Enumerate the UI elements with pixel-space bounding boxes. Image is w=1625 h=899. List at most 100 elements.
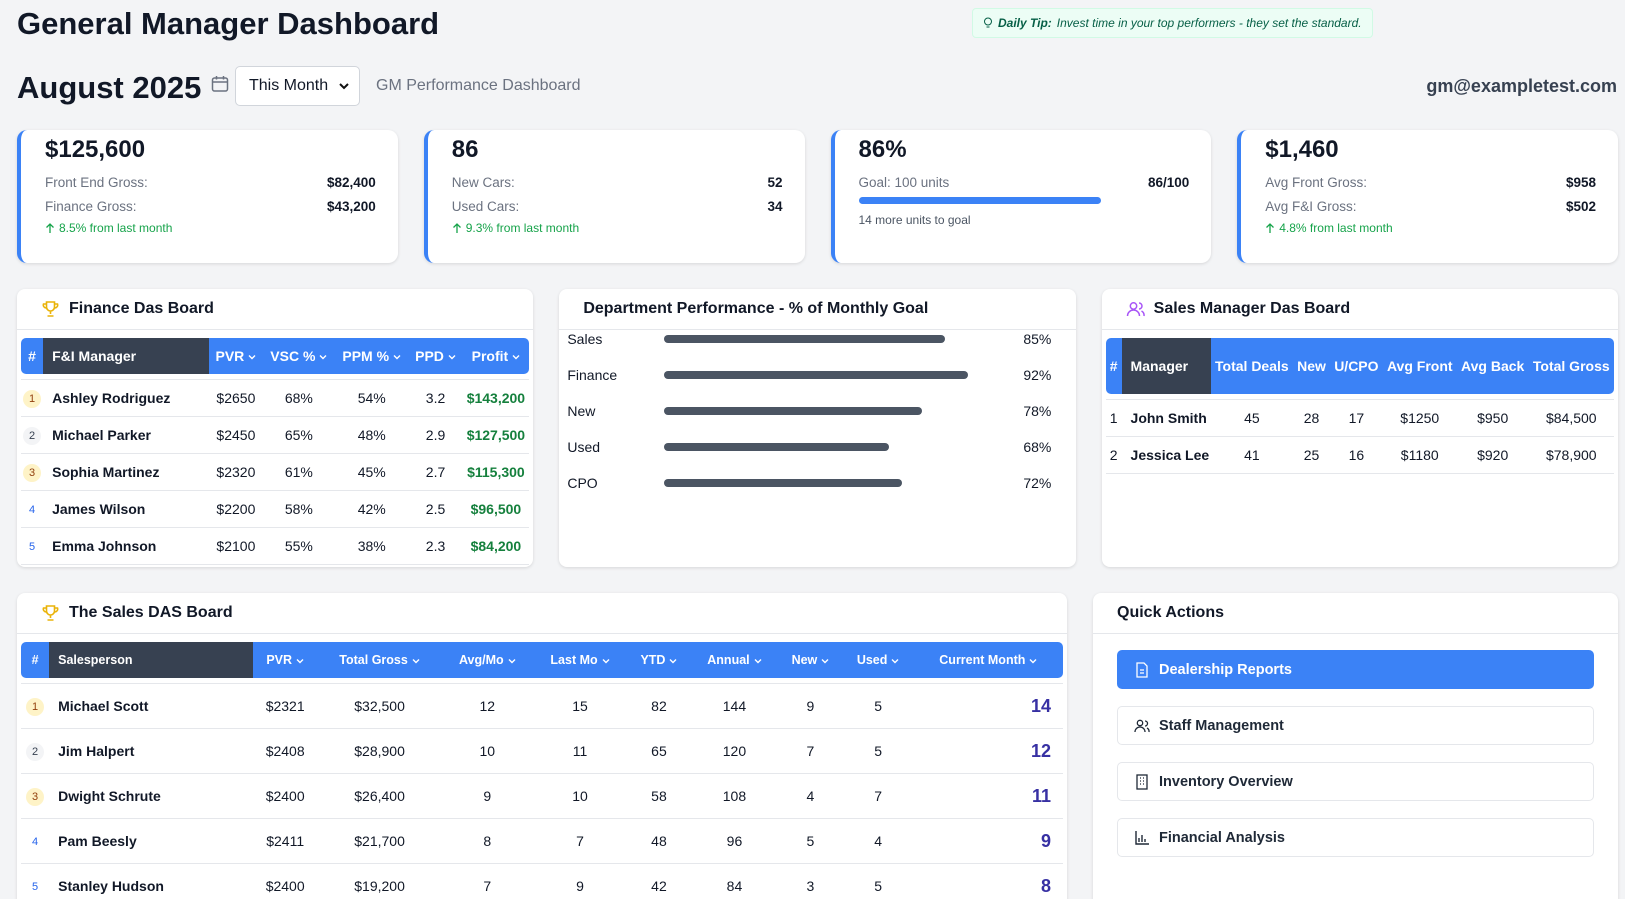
column-header[interactable]: Total Gross [1528,338,1614,394]
value-cell: 2.7 [408,454,463,491]
bar-row: New 78% [559,393,1075,429]
column-header[interactable]: Avg/Mo [441,642,533,678]
column-header[interactable]: Avg Front [1382,338,1457,394]
column-header: Manager [1121,338,1211,394]
value-cell: 54% [334,380,409,417]
column-header[interactable]: Last Mo [532,642,628,678]
value-cell: 7 [532,819,628,864]
value-cell: 45% [334,454,409,491]
period-select[interactable]: This Month [235,66,360,106]
user-email[interactable]: gm@exampletest.com [1426,76,1617,96]
column-header[interactable]: Annual [690,642,779,678]
rank-cell: 1 [21,684,50,729]
table-row: 3 Dwight Schrute $2400 $26,400 9 10 58 108 4 7 11 [21,774,1063,819]
trend-arrow [46,222,54,233]
value-cell: 28 [1292,400,1331,437]
value-cell: 7 [778,729,843,774]
column-label: VSC % [270,348,316,364]
panel-title: Finance Das Board [69,300,214,317]
column-header[interactable]: VSC % [262,338,335,374]
column-header[interactable]: Total Deals [1210,338,1293,394]
department-performance: Department Performance - % of Monthly Go… [559,289,1076,567]
value-cell: $115,300 [462,454,530,491]
value-cell: $2400 [253,774,318,819]
action-label: Staff Management [1159,717,1284,734]
rank-cell: 5 [21,864,49,899]
period-value: This Month [249,77,329,94]
name-cell: Dwight Schrute [49,774,254,819]
column-label: YTD [640,653,666,667]
rank-badge: 5 [28,540,36,553]
trophy-icon [42,301,59,317]
goal-note: 14 more units to goal [858,213,971,227]
kpi-row-label: Front End Gross: [45,174,148,190]
value-cell: $2411 [253,819,318,864]
kpi-row-label: Finance Gross: [45,198,137,214]
column-header[interactable]: YTD [627,642,691,678]
column-header[interactable]: PVR [208,338,263,374]
value-cell: $1180 [1382,437,1457,474]
spacer [1105,394,1614,400]
column-label: PVR [266,653,293,667]
sort-chevron [248,355,256,360]
column-header[interactable]: U/CPO [1330,338,1383,394]
panel-title: Department Performance - % of Monthly Go… [583,300,929,317]
name-cell: Ashley Rodriguez [43,380,209,417]
column-header[interactable]: Avg Back [1456,338,1529,394]
value-cell: $19,200 [317,864,442,899]
column-label: Profit [471,348,509,364]
page-title: General Manager Dashboard [17,6,440,41]
sort-chevron [319,355,327,360]
value-cell: 15 [532,684,628,729]
value-cell: 3 [778,864,842,899]
value-cell: 144 [690,684,779,729]
column-header[interactable]: Total Gross [317,642,442,678]
value-cell: 38% [334,528,409,565]
kpi-row: Used Cars: 34 [452,194,783,218]
action-button[interactable]: Inventory Overview [1117,762,1594,801]
rank-cell: 2 [21,729,50,774]
bar-row: Used 68% [559,429,1075,465]
rank-badge: 1 [1109,410,1118,426]
bar [664,335,945,343]
column-header[interactable]: PVR [253,642,318,678]
name-cell: James Wilson [43,491,209,528]
name-cell: Michael Parker [43,417,209,454]
finance-board: Finance Das Board # F&I Manager PVR VSC % PPM… [17,289,534,567]
value-cell: 14 [913,684,1063,729]
progress-track [858,197,1141,204]
column-header[interactable]: Profit [462,338,530,374]
bar-list: Sales 85% Finance 92% New 78% Used 68% CPO 72% [559,321,1075,501]
kpi-row: Goal: 100 units 86/100 [859,170,1190,194]
column-header[interactable]: New [778,642,843,678]
action-button[interactable]: Dealership Reports [1117,650,1594,689]
bar-track [664,407,994,415]
value-cell: 42 [627,864,690,899]
column-header[interactable]: Used [842,642,914,678]
table-row: 1 John Smith 45 28 17 $1250 $950 $84,500 [1105,400,1614,437]
action-button[interactable]: Staff Management [1117,706,1594,745]
value-cell: 9 [778,684,843,729]
value-cell: $21,700 [317,819,442,864]
action-button[interactable]: Financial Analysis [1117,818,1594,857]
kpi-row-value: $502 [1565,198,1596,214]
column-label: Avg Back [1461,357,1525,374]
value-cell: 2.3 [408,528,463,565]
column-header[interactable]: PPM % [334,338,409,374]
spacer-row [21,374,530,380]
value-cell: 11 [913,774,1063,819]
trophy-icon [42,605,59,621]
value-cell: $1250 [1382,400,1457,437]
column-header[interactable]: New [1292,338,1331,394]
name-cell: John Smith [1121,400,1211,437]
value-cell: $78,900 [1528,437,1614,474]
panel-header: Sales Manager Das Board [1101,289,1618,330]
column-header[interactable]: Current Month [913,642,1063,678]
value-cell: $2200 [208,491,263,528]
rank-cell: 3 [21,774,50,819]
rank-badge: 4 [28,503,36,516]
spacer-row [21,678,1063,684]
table-body: 1 Ashley Rodriguez $2650 68% 54% 3.2 $143,200 2… [21,374,530,565]
column-header: # [1105,338,1122,394]
column-header[interactable]: PPD [408,338,463,374]
